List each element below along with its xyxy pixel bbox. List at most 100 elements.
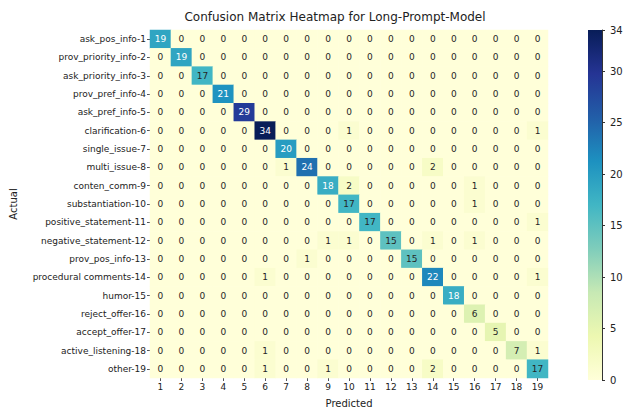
svg-text:0: 0 (409, 107, 415, 117)
svg-text:0: 0 (409, 144, 415, 154)
svg-text:0: 0 (200, 272, 206, 282)
svg-text:0: 0 (451, 199, 457, 209)
svg-text:0: 0 (241, 346, 247, 356)
svg-text:1: 1 (325, 364, 331, 374)
svg-text:0: 0 (304, 291, 310, 301)
svg-text:7: 7 (283, 382, 289, 392)
svg-text:0: 0 (409, 52, 415, 62)
svg-text:0: 0 (451, 144, 457, 154)
svg-text:0: 0 (535, 107, 541, 117)
svg-text:0: 0 (409, 34, 415, 44)
svg-text:0: 0 (158, 254, 164, 264)
svg-text:0: 0 (367, 254, 373, 264)
svg-text:17: 17 (532, 364, 543, 374)
svg-text:0: 0 (325, 162, 331, 172)
svg-text:0: 0 (200, 162, 206, 172)
svg-text:0: 0 (472, 144, 478, 154)
svg-text:7: 7 (514, 346, 520, 356)
svg-text:0: 0 (409, 181, 415, 191)
svg-text:0: 0 (241, 181, 247, 191)
svg-text:0: 0 (535, 309, 541, 319)
svg-text:0: 0 (220, 291, 226, 301)
svg-text:16: 16 (469, 382, 481, 392)
svg-text:0: 0 (388, 217, 394, 227)
svg-text:0: 0 (535, 52, 541, 62)
svg-text:0: 0 (283, 309, 289, 319)
svg-text:0: 0 (409, 199, 415, 209)
svg-text:0: 0 (179, 272, 185, 282)
svg-text:0: 0 (430, 52, 436, 62)
svg-text:0: 0 (493, 126, 499, 136)
svg-text:0: 0 (220, 71, 226, 81)
svg-text:0: 0 (409, 364, 415, 374)
svg-text:0: 0 (304, 199, 310, 209)
svg-text:0: 0 (241, 144, 247, 154)
svg-text:5: 5 (610, 323, 616, 334)
svg-text:0: 0 (535, 327, 541, 337)
svg-text:0: 0 (346, 89, 352, 99)
svg-text:0: 0 (367, 52, 373, 62)
svg-text:0: 0 (430, 126, 436, 136)
svg-text:15: 15 (385, 236, 396, 246)
svg-text:0: 0 (346, 162, 352, 172)
svg-text:0: 0 (493, 346, 499, 356)
svg-text:ask_priority_info-3: ask_priority_info-3 (63, 71, 146, 81)
svg-text:0: 0 (451, 236, 457, 246)
svg-text:0: 0 (304, 309, 310, 319)
svg-text:30: 30 (610, 66, 623, 77)
svg-text:0: 0 (493, 272, 499, 282)
svg-text:0: 0 (514, 291, 520, 301)
svg-text:0: 0 (220, 52, 226, 62)
svg-text:21: 21 (218, 89, 229, 99)
svg-text:ask_pref_info-5: ask_pref_info-5 (78, 107, 146, 117)
svg-text:19: 19 (155, 34, 167, 44)
svg-text:0: 0 (304, 236, 310, 246)
svg-text:0: 0 (346, 272, 352, 282)
svg-text:0: 0 (158, 272, 164, 282)
svg-text:19: 19 (532, 382, 544, 392)
svg-text:2: 2 (430, 162, 436, 172)
svg-text:0: 0 (451, 126, 457, 136)
svg-text:0: 0 (367, 309, 373, 319)
svg-text:0: 0 (430, 291, 436, 301)
svg-text:0: 0 (304, 34, 310, 44)
svg-text:0: 0 (262, 181, 268, 191)
svg-text:0: 0 (283, 181, 289, 191)
svg-text:0: 0 (325, 199, 331, 209)
svg-text:Actual: Actual (8, 188, 19, 219)
svg-text:0: 0 (283, 71, 289, 81)
svg-text:0: 0 (514, 272, 520, 282)
svg-text:25: 25 (610, 117, 623, 128)
svg-text:0: 0 (409, 327, 415, 337)
svg-text:0: 0 (220, 126, 226, 136)
svg-text:29: 29 (239, 107, 251, 117)
svg-text:0: 0 (200, 327, 206, 337)
svg-text:0: 0 (179, 71, 185, 81)
svg-text:0: 0 (535, 254, 541, 264)
svg-text:0: 0 (514, 364, 520, 374)
svg-text:0: 0 (304, 327, 310, 337)
svg-text:0: 0 (430, 71, 436, 81)
svg-text:multi_issue-8: multi_issue-8 (86, 162, 146, 172)
svg-text:0: 0 (325, 272, 331, 282)
svg-text:0: 0 (388, 181, 394, 191)
svg-text:0: 0 (179, 162, 185, 172)
svg-text:0: 0 (493, 107, 499, 117)
svg-text:0: 0 (200, 52, 206, 62)
svg-text:0: 0 (283, 346, 289, 356)
svg-text:0: 0 (367, 346, 373, 356)
svg-text:0: 0 (158, 52, 164, 62)
svg-text:18: 18 (511, 382, 523, 392)
svg-text:0: 0 (179, 34, 185, 44)
svg-text:14: 14 (427, 382, 439, 392)
svg-text:0: 0 (200, 89, 206, 99)
svg-text:0: 0 (262, 327, 268, 337)
svg-text:substantiation-10: substantiation-10 (67, 199, 146, 209)
svg-text:0: 0 (220, 309, 226, 319)
svg-text:3: 3 (200, 382, 206, 392)
svg-text:17: 17 (490, 382, 501, 392)
svg-text:0: 0 (451, 364, 457, 374)
svg-text:12: 12 (385, 382, 396, 392)
svg-text:0: 0 (262, 107, 268, 117)
svg-text:0: 0 (493, 144, 499, 154)
